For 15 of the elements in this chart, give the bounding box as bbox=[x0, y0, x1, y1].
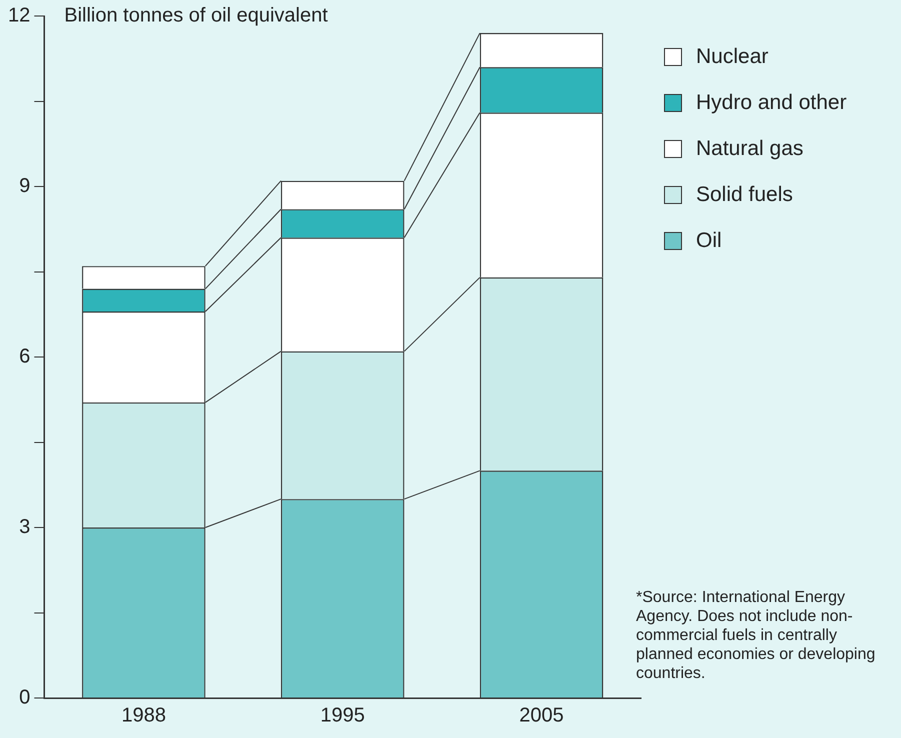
y-tick-label: 0 bbox=[19, 686, 30, 709]
y-tick-label: 3 bbox=[19, 516, 30, 538]
x-tick-label: 1995 bbox=[320, 704, 365, 727]
x-tick-label: 1988 bbox=[121, 704, 166, 727]
annotation: *Source: International Energy Agency. Does not include non-commercial fuels in centrally planned economies or developing countries. bbox=[636, 588, 876, 683]
legend-label: Hydro and other bbox=[696, 91, 847, 115]
x-tick-label: 2005 bbox=[519, 704, 564, 727]
y-tick-label: 6 bbox=[19, 346, 30, 368]
legend-label: Natural gas bbox=[696, 137, 804, 161]
legend-label: Oil bbox=[696, 229, 722, 253]
y-tick-label: 9 bbox=[19, 175, 30, 198]
legend-label: Nuclear bbox=[696, 45, 768, 69]
y-axis-title: Billion tonnes of oil equivalent bbox=[64, 4, 328, 27]
legend-label: Solid fuels bbox=[696, 183, 793, 207]
y-tick-label: 12 bbox=[8, 4, 30, 27]
